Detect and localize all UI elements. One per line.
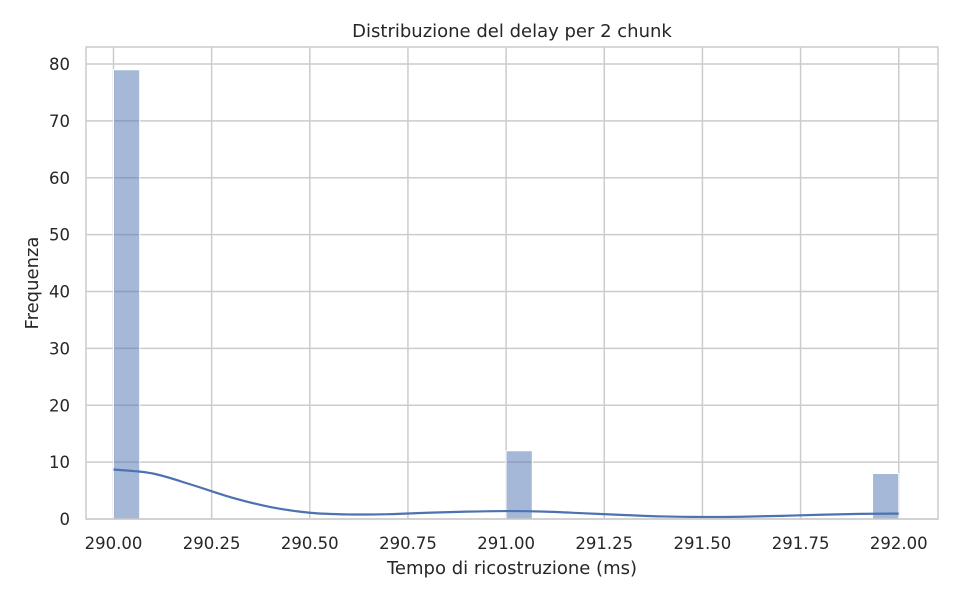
kde-layer — [113, 468, 899, 519]
x-tick-label: 291.50 — [674, 534, 732, 553]
y-tick-label: 80 — [49, 55, 70, 74]
y-tick-labels: 0 10 20 30 40 50 60 70 80 — [49, 55, 70, 529]
x-tick-label: 290.75 — [379, 534, 437, 553]
y-tick-label: 0 — [60, 510, 71, 529]
grid-layer — [86, 47, 938, 520]
histogram-bar — [112, 69, 141, 520]
x-tick-label: 290.00 — [85, 534, 143, 553]
y-tick-label: 30 — [49, 339, 70, 358]
y-tick-label: 10 — [49, 453, 70, 472]
bars-layer — [112, 69, 900, 520]
y-axis-label: Frequenza — [22, 237, 43, 330]
kde-line — [113, 468, 899, 519]
y-tick-label: 70 — [49, 112, 70, 131]
x-tick-label: 290.50 — [281, 534, 339, 553]
y-tick-label: 40 — [49, 283, 70, 302]
x-axis-label: Tempo di ricostruzione (ms) — [386, 558, 637, 579]
y-tick-label: 20 — [49, 396, 70, 415]
x-tick-label: 291.75 — [772, 534, 830, 553]
y-tick-label: 60 — [49, 169, 70, 188]
y-tick-label: 50 — [49, 226, 70, 245]
chart-title: Distribuzione del delay per 2 chunk — [352, 21, 672, 42]
plot-frame — [85, 46, 939, 520]
x-tick-label: 292.00 — [870, 534, 928, 553]
x-tick-label: 291.00 — [477, 534, 535, 553]
x-tick-labels: 290.00 290.25 290.50 290.75 291.00 291.25 291.… — [85, 534, 928, 553]
x-tick-label: 291.25 — [575, 534, 633, 553]
histogram-bar — [872, 473, 900, 520]
histogram-bar — [505, 450, 533, 520]
x-tick-label: 290.25 — [183, 534, 241, 553]
